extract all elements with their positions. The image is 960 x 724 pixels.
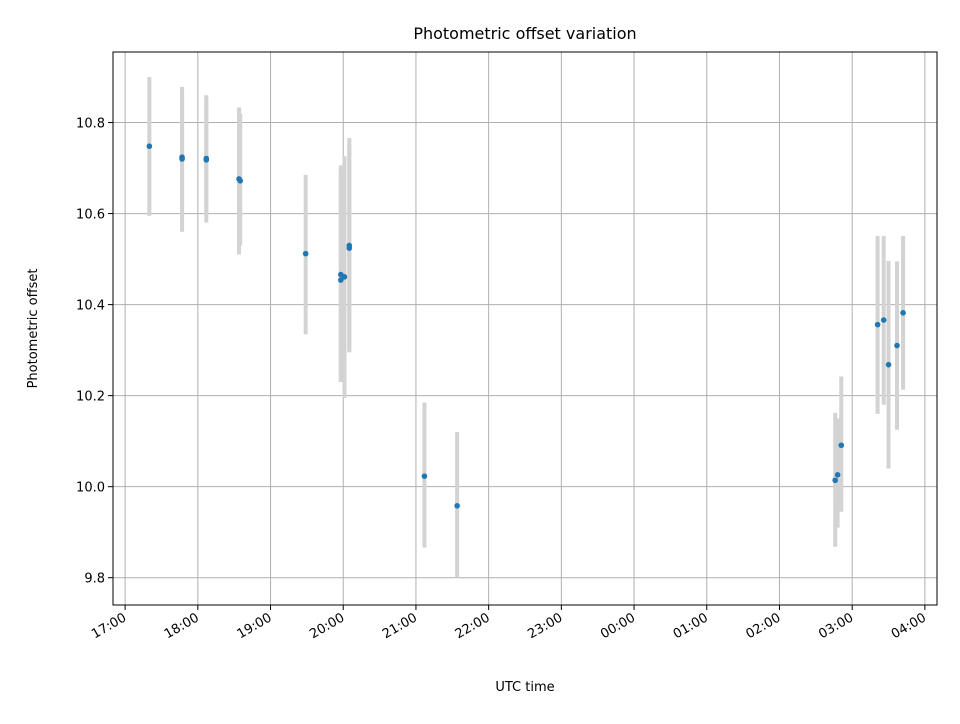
y-axis-label: Photometric offset xyxy=(26,269,41,389)
data-point xyxy=(237,178,244,184)
data-point xyxy=(894,342,900,349)
data-point xyxy=(146,143,153,150)
grid-layer xyxy=(113,52,937,605)
data-point xyxy=(302,250,309,257)
y-tick-label: 10.4 xyxy=(76,299,105,314)
y-tick-layer: 9.8 10.0 10.2 10.4 10.6 10.8 xyxy=(76,117,113,587)
data-point xyxy=(900,309,906,316)
point-layer xyxy=(146,143,906,509)
data-point xyxy=(421,473,428,479)
data-point xyxy=(834,472,841,478)
chart-title: Photometric offset variation xyxy=(413,24,636,43)
data-point xyxy=(885,361,892,368)
data-point xyxy=(832,477,839,484)
x-axis-label: UTC time xyxy=(495,680,554,695)
y-tick-label: 9.8 xyxy=(84,572,105,587)
data-point xyxy=(203,157,210,163)
data-point xyxy=(880,317,887,323)
data-point xyxy=(838,442,845,449)
data-point xyxy=(341,274,348,280)
data-point xyxy=(179,156,185,162)
y-tick-label: 10.8 xyxy=(76,117,105,132)
y-tick-label: 10.2 xyxy=(76,390,105,405)
data-point xyxy=(874,321,881,328)
y-tick-label: 10.0 xyxy=(76,481,105,496)
data-point xyxy=(346,245,353,251)
y-tick-label: 10.6 xyxy=(76,208,105,223)
data-point xyxy=(338,277,344,283)
plot-frame xyxy=(112,51,938,606)
data-point xyxy=(454,502,460,509)
